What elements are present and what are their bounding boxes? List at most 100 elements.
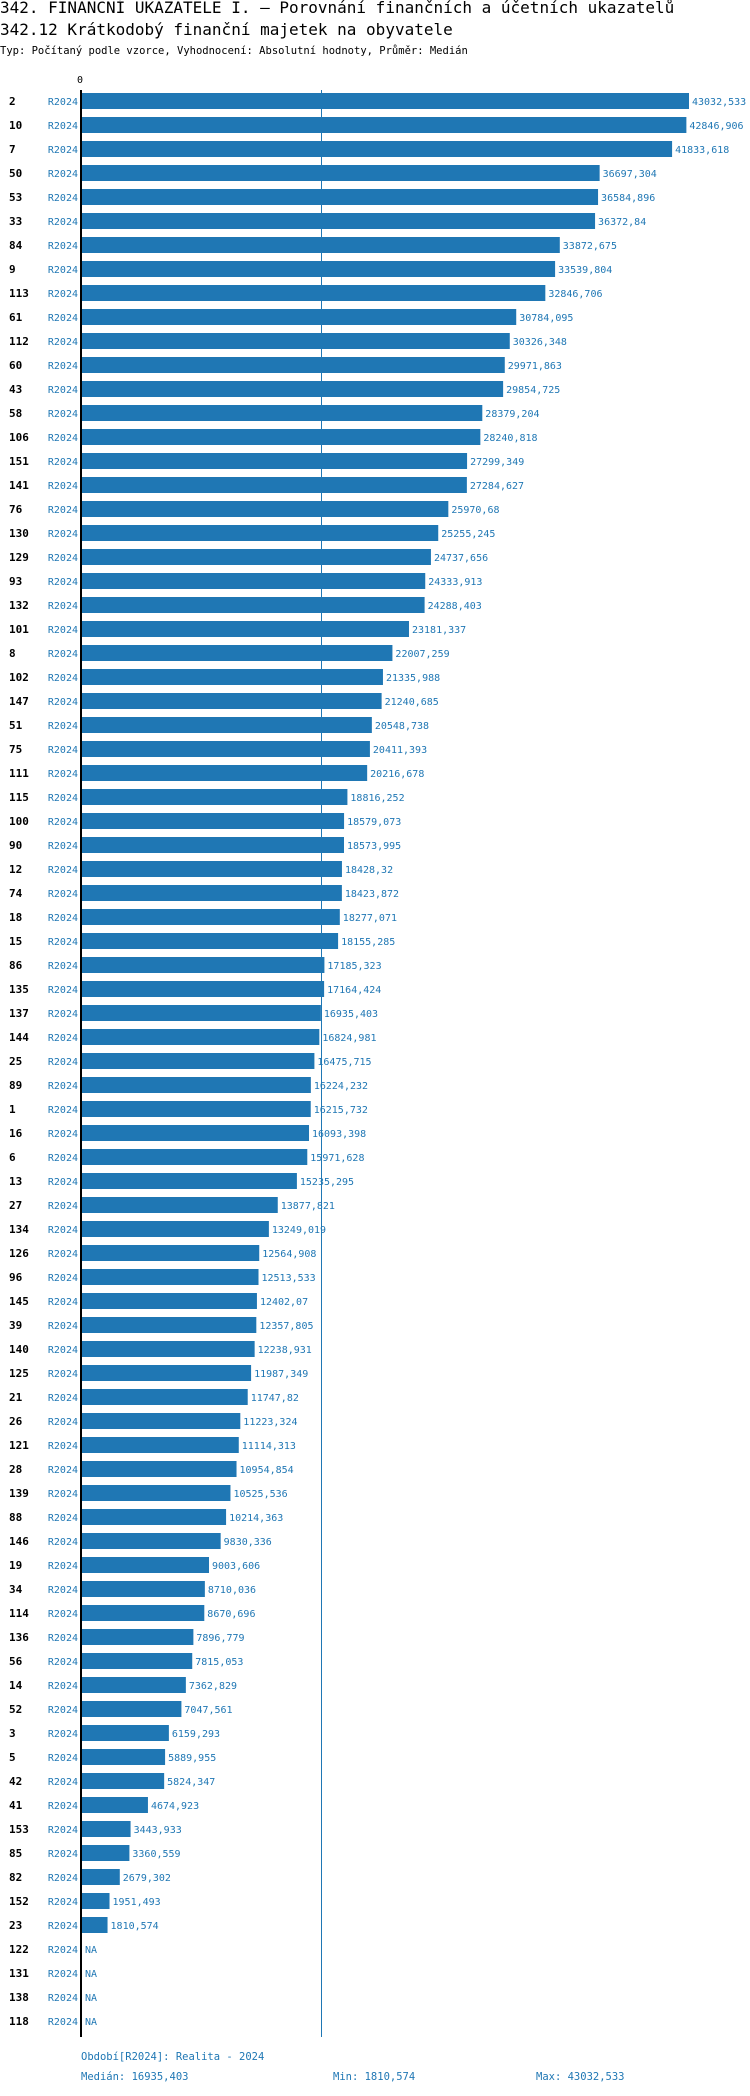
row-id-label: 146 [9, 1535, 29, 1548]
footer-max: Max: 43032,533 [536, 2071, 625, 2083]
row-id-label: 74 [9, 887, 23, 900]
series-label: R2024 [48, 1009, 78, 1020]
row-id-label: 42 [9, 1775, 22, 1788]
bar [82, 1461, 237, 1477]
bar [82, 93, 689, 109]
row-id-label: 111 [9, 767, 29, 780]
value-label: 1810,574 [111, 1921, 159, 1932]
row-id-label: 6 [9, 1151, 16, 1164]
value-label: 11223,324 [243, 1417, 297, 1428]
series-label: R2024 [48, 529, 78, 540]
bar [82, 501, 449, 517]
bar [82, 1725, 169, 1741]
value-label: 11987,349 [254, 1369, 308, 1380]
row-id-label: 153 [9, 1823, 29, 1836]
bar [82, 1437, 239, 1453]
value-label: 13877,821 [281, 1201, 335, 1212]
row-id-label: 27 [9, 1199, 22, 1212]
row-id-label: 151 [9, 455, 29, 468]
series-label: R2024 [48, 169, 78, 180]
series-label: R2024 [48, 289, 78, 300]
series-label: R2024 [48, 1537, 78, 1548]
row-id-label: 121 [9, 1439, 29, 1452]
bar [82, 1005, 321, 1021]
bar [82, 645, 393, 661]
bar [82, 621, 409, 637]
series-label: R2024 [48, 1681, 78, 1692]
bar [82, 1605, 205, 1621]
bar [82, 957, 325, 973]
bar [82, 1797, 148, 1813]
value-label: 16935,403 [324, 1009, 378, 1020]
bar [82, 1533, 221, 1549]
bar [82, 1509, 227, 1525]
value-label: 15971,628 [310, 1153, 364, 1164]
series-label: R2024 [48, 1393, 78, 1404]
value-label: 18816,252 [350, 793, 404, 804]
bar [82, 1773, 165, 1789]
value-label: 20411,393 [373, 745, 427, 756]
row-id-label: 41 [9, 1799, 23, 1812]
value-label: 27299,349 [470, 457, 524, 468]
row-id-label: 16 [9, 1127, 23, 1140]
bar [82, 1581, 205, 1597]
series-label: R2024 [48, 985, 78, 996]
series-label: R2024 [48, 1105, 78, 1116]
series-label: R2024 [48, 241, 78, 252]
series-label: R2024 [48, 1705, 78, 1716]
bar [82, 405, 483, 421]
value-label: 9003,606 [212, 1561, 260, 1572]
row-id-label: 51 [9, 719, 23, 732]
value-label: 8710,036 [208, 1585, 256, 1596]
bar [82, 1869, 120, 1885]
series-label: R2024 [48, 1153, 78, 1164]
value-label: 1951,493 [113, 1897, 161, 1908]
bar [82, 1269, 259, 1285]
series-label: R2024 [48, 577, 78, 588]
row-id-label: 9 [9, 263, 16, 276]
value-label: 43032,533 [692, 97, 746, 108]
series-label: R2024 [48, 121, 78, 132]
row-id-label: 14 [9, 1679, 23, 1692]
series-label: R2024 [48, 1969, 78, 1980]
row-id-label: 58 [9, 407, 22, 420]
footer-min: Min: 1810,574 [333, 2071, 416, 2083]
row-id-label: 53 [9, 191, 22, 204]
bar [82, 1845, 130, 1861]
value-label: NA [85, 1993, 97, 2004]
bar [82, 1821, 131, 1837]
series-label: R2024 [48, 1177, 78, 1188]
row-id-label: 23 [9, 1919, 22, 1932]
value-label: 20216,678 [370, 769, 424, 780]
value-label: 27284,627 [470, 481, 524, 492]
value-label: 6159,293 [172, 1729, 220, 1740]
value-label: 12513,533 [262, 1273, 316, 1284]
series-label: R2024 [48, 649, 78, 660]
series-label: R2024 [48, 553, 78, 564]
value-label: 7362,829 [189, 1681, 237, 1692]
series-label: R2024 [48, 1489, 78, 1500]
bar [82, 1749, 166, 1765]
bar [82, 429, 481, 445]
row-id-label: 18 [9, 911, 22, 924]
bar [82, 1173, 297, 1189]
row-id-label: 102 [9, 671, 29, 684]
bar [82, 141, 673, 157]
value-label: 10525,536 [233, 1489, 287, 1500]
series-label: R2024 [48, 1321, 78, 1332]
row-id-label: 131 [9, 1967, 29, 1980]
value-label: 20548,738 [375, 721, 429, 732]
value-label: 11114,313 [242, 1441, 296, 1452]
bar [82, 693, 382, 709]
row-id-label: 152 [9, 1895, 29, 1908]
row-id-label: 137 [9, 1007, 29, 1020]
value-label: 21240,685 [385, 697, 439, 708]
bar [82, 165, 600, 181]
row-id-label: 122 [9, 1943, 29, 1956]
series-label: R2024 [48, 1753, 78, 1764]
bar [82, 237, 560, 253]
value-label: NA [85, 1945, 97, 1956]
bar [82, 1677, 186, 1693]
bar [82, 453, 468, 469]
bar [82, 981, 325, 997]
